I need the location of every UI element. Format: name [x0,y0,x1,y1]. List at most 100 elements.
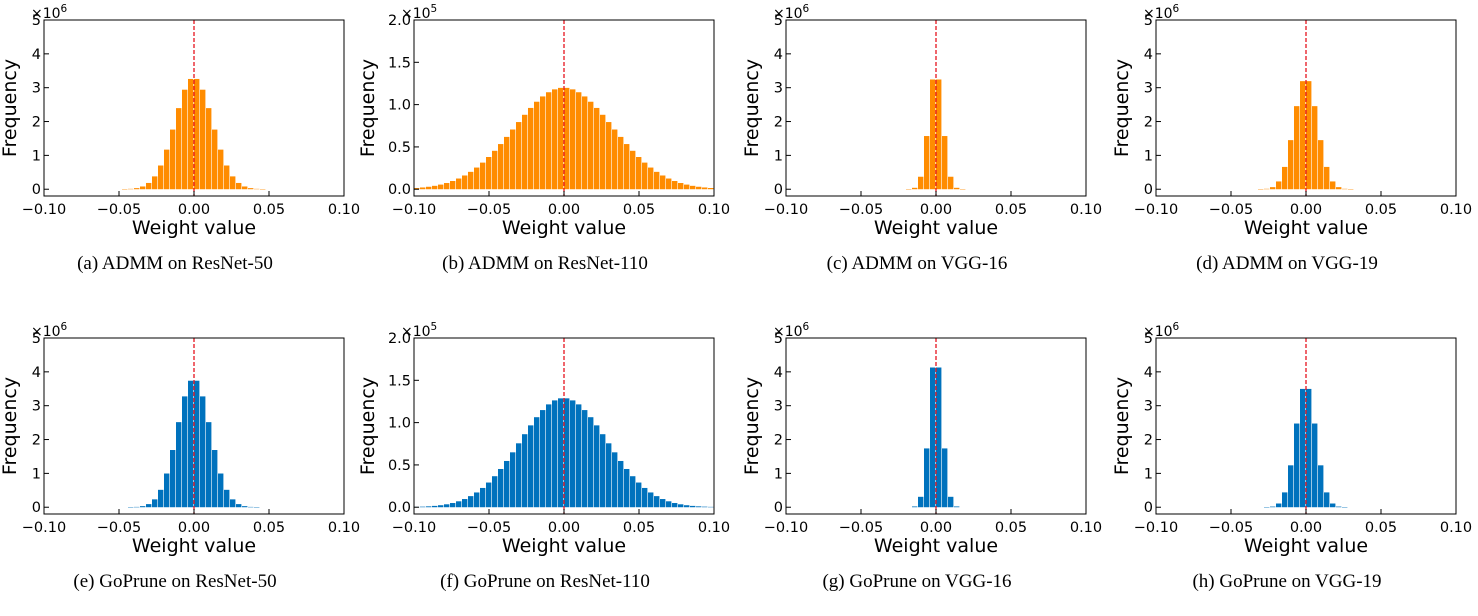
histogram-bar [654,171,660,190]
histogram-bar [426,186,432,190]
histogram-bar [630,476,636,508]
x-tick-label: 0.00 [548,202,580,218]
histogram-bar [158,165,164,190]
histogram-bar [540,96,546,190]
y-tick-label: 1.5 [388,55,411,71]
histogram-bar [474,167,480,190]
histogram-bar [248,188,254,190]
x-tick-label: 0.10 [698,520,730,536]
y-tick-label: 3 [774,399,783,415]
subplot-5: −0.10 −0.05 0.00 0.05 0.10 0 1 2 3 4 5×106 Weight v… [0,321,360,592]
subfigure-caption: (d) ADMM on VGG-19 [1196,253,1378,274]
x-tick-label: −0.05 [839,520,883,536]
histogram-bar [606,122,612,190]
y-tick-label: 1.0 [388,98,411,114]
histogram-bar [432,505,438,508]
histogram-bar [1312,423,1318,508]
histogram-bar [696,506,702,508]
x-tick-label: 0.10 [698,202,730,218]
histogram-bar [140,506,146,508]
histogram-bar [170,450,176,508]
x-tick-label: 0.05 [623,202,655,218]
histogram-bar [224,165,230,190]
y-tick-label: 3 [1144,81,1153,97]
x-tick-label: −0.10 [22,202,66,218]
histogram-bar [218,473,224,508]
x-tick-label: 0.00 [178,520,210,536]
histogram-bar [576,404,582,508]
x-tick-label: 0.10 [328,202,360,218]
histogram-bar [564,398,570,508]
y-tick-label: 3 [32,399,41,415]
y-multiplier-label: ×105 [401,321,437,340]
histogram-bar [918,176,924,190]
x-axis-label: Weight value [502,535,626,557]
histogram-bar [1300,388,1306,508]
y-tick-label: 0.0 [388,500,411,516]
histogram-bar [1306,388,1312,508]
subplot-3: −0.10 −0.05 0.00 0.05 0.10 0 1 2 3 4 5×106 Weight v… [741,3,1102,274]
histogram-bar [684,505,690,508]
histogram-bar [648,492,654,508]
histogram-bar [522,114,528,190]
y-multiplier-label: ×106 [1143,321,1180,340]
histogram-bar [558,398,564,508]
x-tick-label: 0.00 [1290,202,1322,218]
histogram-bar [158,489,164,508]
y-axis-label: Frequency [1111,59,1133,157]
histogram-bar [492,150,498,190]
histogram-bar [182,89,188,190]
x-tick-label: 0.05 [253,202,285,218]
histogram-bar [474,492,480,508]
x-tick-label: −0.05 [467,202,511,218]
histogram-bar [480,487,486,508]
histogram-bar [462,175,468,190]
x-tick-label: 0.00 [920,520,952,536]
histogram-bar [1324,492,1330,508]
subfigure-caption: (c) ADMM on VGG-16 [827,253,1008,274]
y-multiplier-label: ×106 [31,3,68,22]
subplot-4: −0.10 −0.05 0.00 0.05 0.10 0 1 2 3 4 5×106 Weight v… [1111,3,1472,274]
histogram-bar [948,496,954,508]
x-tick-label: −0.05 [1209,202,1253,218]
histogram-bar [170,129,176,190]
histogram-bar [426,506,432,508]
histogram-bar [188,78,194,190]
y-tick-label: 2 [32,115,41,131]
subfigure-caption: (h) GoPrune on VGG-19 [1192,571,1381,592]
histogram-bar [182,396,188,508]
histogram-bar [534,417,540,508]
x-tick-label: 0.05 [1365,520,1397,536]
subfigure-caption: (g) GoPrune on VGG-16 [822,571,1011,592]
histogram-bar [618,460,624,508]
histogram-bar [942,136,948,190]
histogram-bar [1270,506,1276,508]
histogram-bar [912,187,918,190]
histogram-bar [534,101,540,190]
histogram-bar [642,162,648,190]
histogram-bar [438,505,444,508]
histogram-bar [702,506,708,508]
histogram-bar [134,188,140,190]
histogram-bar [660,175,666,190]
histogram-bar [1276,503,1282,508]
histogram-bar [624,144,630,190]
histogram-bar [1324,166,1330,190]
y-tick-label: 4 [1144,47,1153,63]
histogram-bar [1288,140,1294,190]
x-axis-label: Weight value [874,217,998,239]
subplot-6: −0.10 −0.05 0.00 0.05 0.10 0.0 0.5 1.0 1.5 2.0×10… [357,321,730,592]
histogram-bar [242,186,248,190]
x-tick-label: 0.05 [995,520,1027,536]
histogram-bar [176,422,182,508]
subfigure-caption: (e) GoPrune on ResNet-50 [73,571,276,592]
x-axis-label: Weight value [502,217,626,239]
y-tick-label: 4 [774,365,783,381]
histogram-bar [690,185,696,190]
histogram-bar [236,504,242,508]
histogram-bar [636,157,642,190]
histogram-bars [128,380,260,508]
y-tick-label: 1 [1144,148,1153,164]
x-tick-label: 0.10 [1070,202,1102,218]
y-tick-label: 5 [774,13,783,29]
